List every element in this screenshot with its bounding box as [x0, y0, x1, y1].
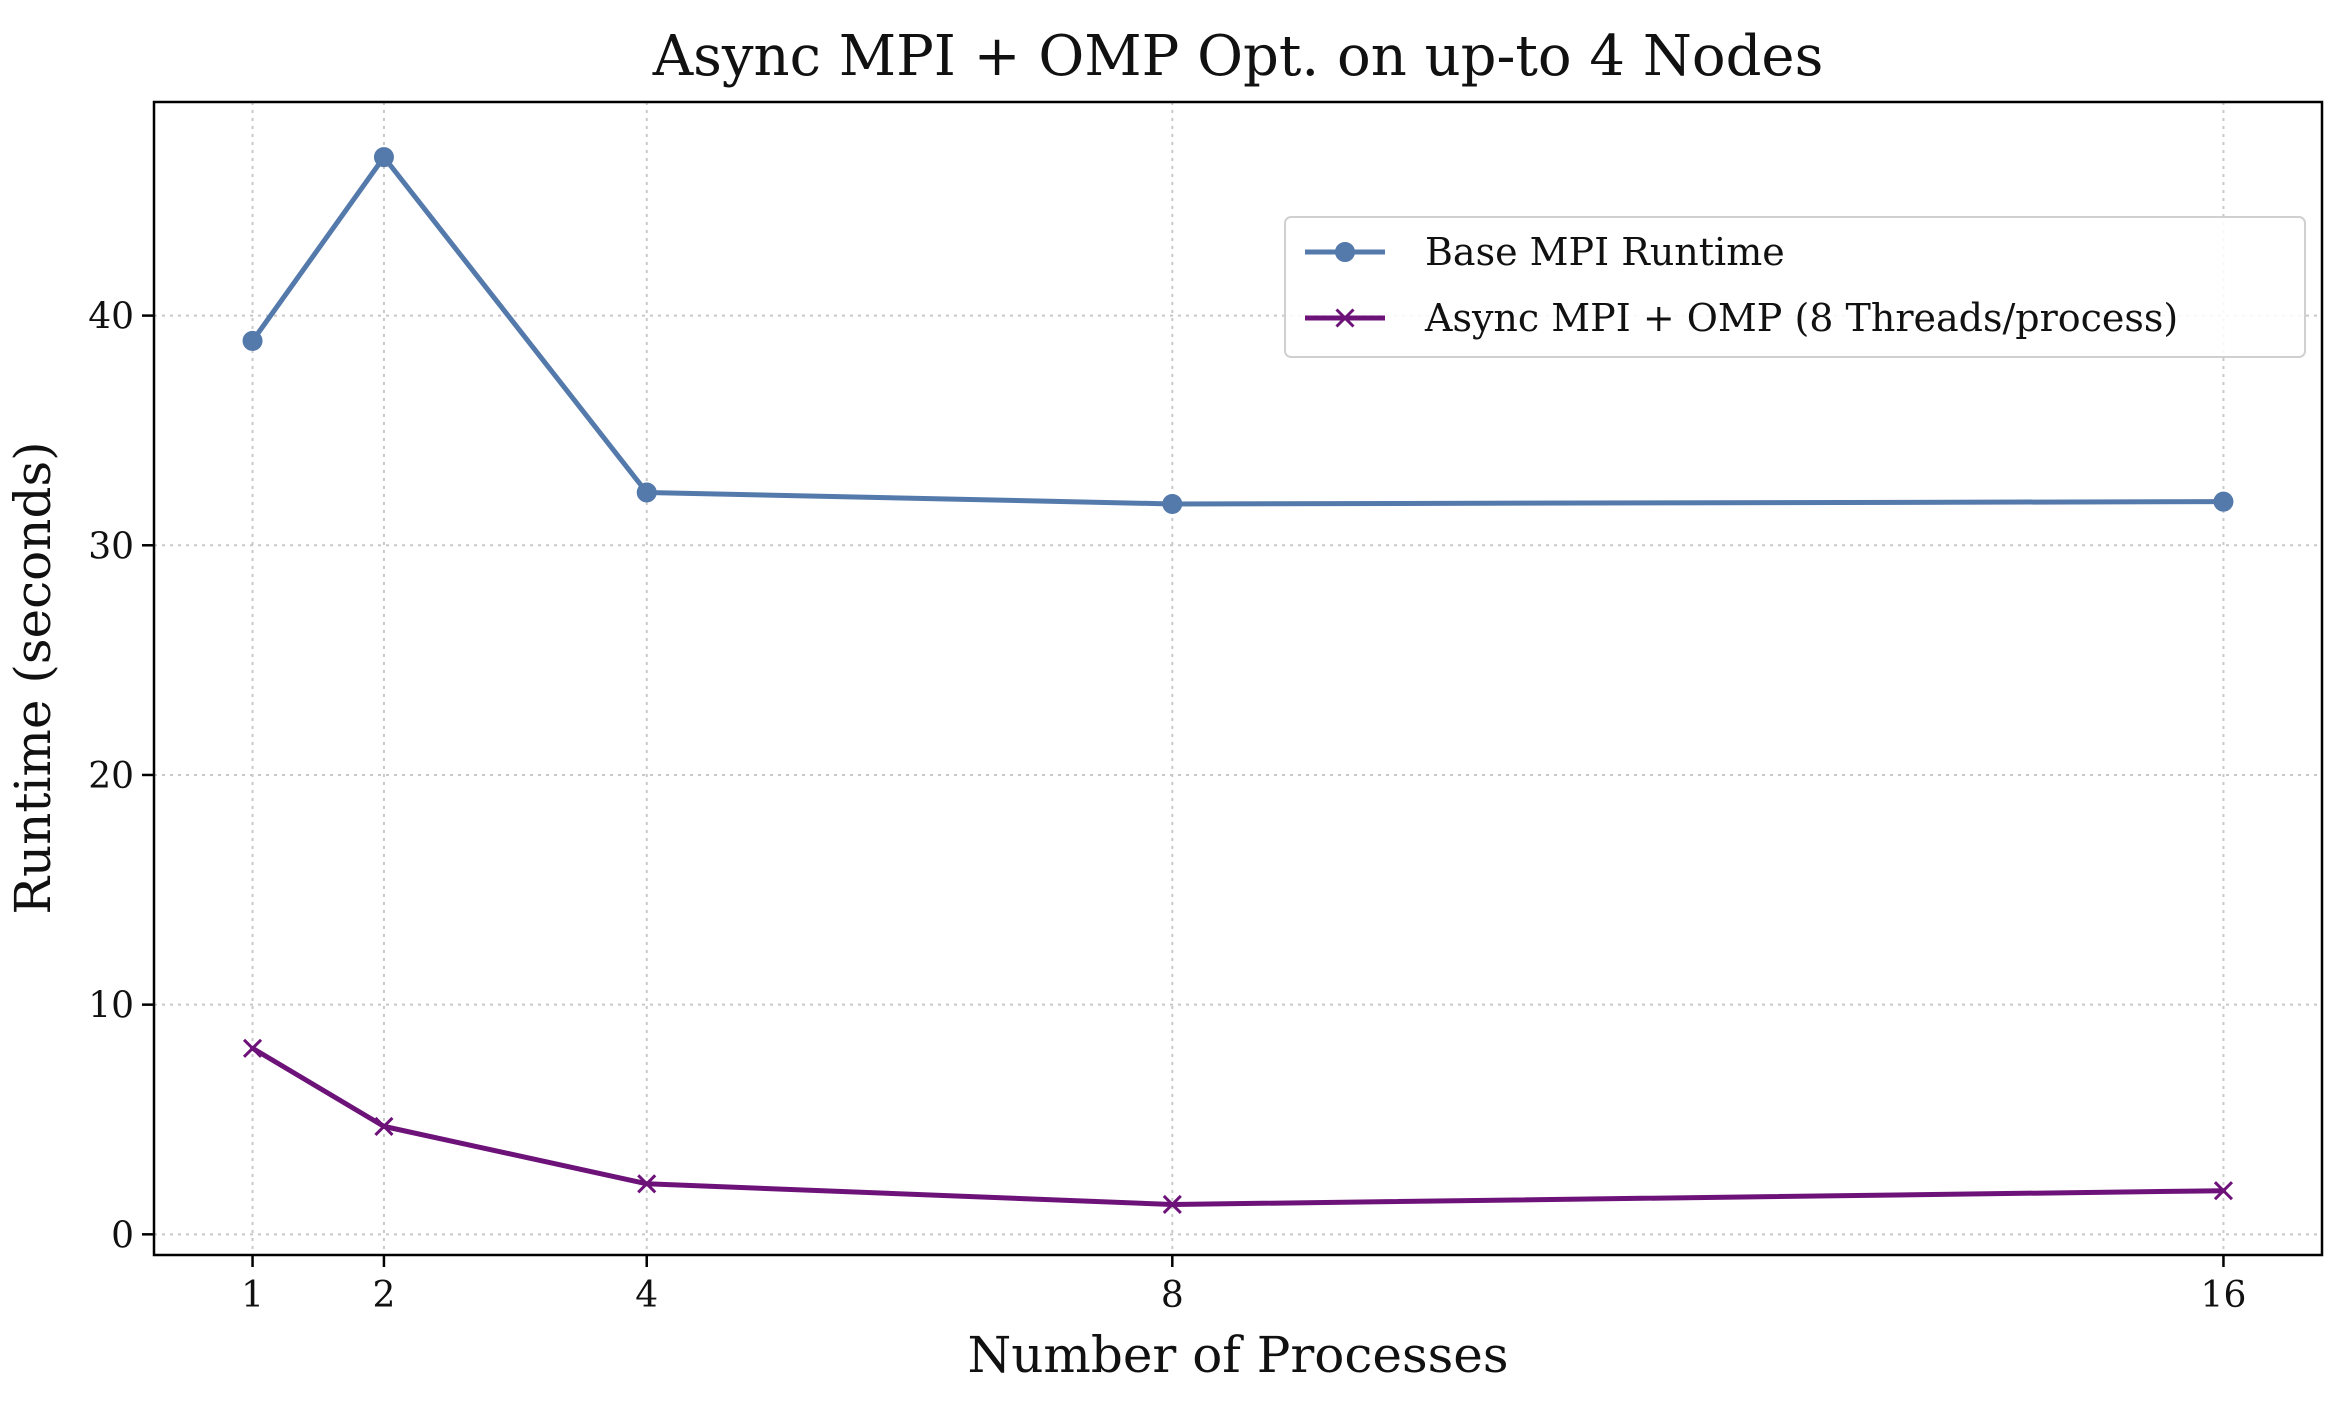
x-tick-label: 8	[1161, 1275, 1184, 1316]
legend-entry: Async MPI + OMP (8 Threads/process)	[1305, 296, 2178, 340]
chart-title: Async MPI + OMP Opt. on up-to 4 Nodes	[652, 24, 1824, 89]
y-tick-label: 10	[88, 986, 134, 1027]
y-axis-ticks: 0 10 20 30 40	[88, 297, 154, 1256]
x-tick-label: 1	[241, 1275, 264, 1316]
series-1	[242, 1038, 2234, 1215]
data-point	[637, 1174, 657, 1194]
legend-box	[1284, 216, 2306, 358]
y-axis-label: Runtime (seconds)	[4, 441, 62, 914]
legend-label: Base MPI Runtime	[1425, 230, 1785, 274]
data-point	[242, 330, 263, 351]
series-0	[242, 147, 2234, 514]
y-tick-label: 0	[111, 1215, 134, 1256]
x-axis-label: Number of Processes	[967, 1326, 1508, 1384]
data-point	[636, 482, 657, 503]
legend-label: Async MPI + OMP (8 Threads/process)	[1424, 296, 2178, 340]
y-tick-label: 20	[88, 756, 134, 797]
legend-marker	[1335, 242, 1355, 262]
x-tick-label: 2	[372, 1275, 395, 1316]
data-point	[1162, 493, 1183, 514]
grid	[154, 102, 2322, 1255]
y-tick-label: 30	[88, 526, 134, 567]
data-point	[2213, 491, 2234, 512]
x-tick-label: 16	[2201, 1275, 2247, 1316]
legend: Base MPI Runtime Async MPI + OMP (8 Threa…	[1284, 216, 2306, 358]
x-tick-label: 4	[635, 1275, 658, 1316]
legend-marker	[1335, 308, 1355, 328]
plot-area-frame	[152, 100, 2324, 1257]
x-axis-ticks: 1 2 4 8 16	[241, 1255, 2246, 1316]
data-point	[373, 147, 394, 168]
data-point	[242, 1038, 263, 1058]
data-point	[1162, 1194, 1182, 1215]
y-tick-label: 40	[88, 297, 134, 338]
legend-entry: Base MPI Runtime	[1305, 230, 1785, 274]
data-point	[2213, 1181, 2234, 1201]
data-point	[374, 1116, 394, 1136]
series-layer	[242, 147, 2234, 1215]
